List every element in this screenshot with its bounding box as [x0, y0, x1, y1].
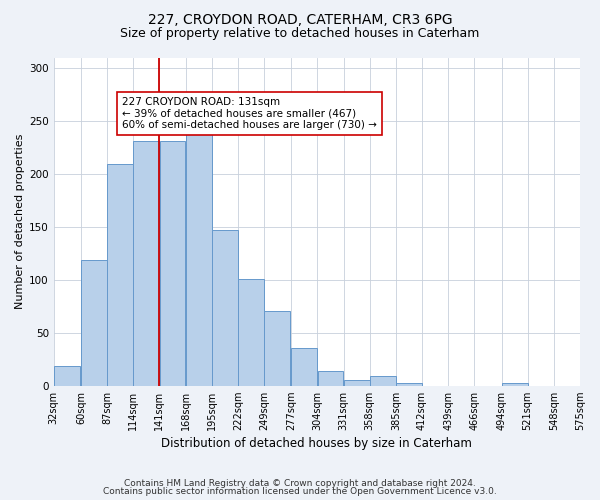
Text: Contains public sector information licensed under the Open Government Licence v3: Contains public sector information licen…: [103, 487, 497, 496]
Bar: [264, 310, 290, 386]
Text: Size of property relative to detached houses in Caterham: Size of property relative to detached ho…: [121, 28, 479, 40]
Bar: [238, 279, 264, 386]
Text: 227 CROYDON ROAD: 131sqm
← 39% of detached houses are smaller (467)
60% of semi-: 227 CROYDON ROAD: 131sqm ← 39% of detach…: [122, 97, 377, 130]
Text: 227, CROYDON ROAD, CATERHAM, CR3 6PG: 227, CROYDON ROAD, CATERHAM, CR3 6PG: [148, 12, 452, 26]
X-axis label: Distribution of detached houses by size in Caterham: Distribution of detached houses by size …: [161, 437, 472, 450]
Bar: [160, 141, 185, 386]
Bar: [133, 141, 159, 386]
Bar: [317, 371, 343, 386]
Text: Contains HM Land Registry data © Crown copyright and database right 2024.: Contains HM Land Registry data © Crown c…: [124, 478, 476, 488]
Bar: [502, 382, 527, 386]
Bar: [370, 376, 396, 386]
Bar: [54, 366, 80, 386]
Bar: [292, 348, 317, 386]
Bar: [107, 164, 133, 386]
Bar: [81, 260, 107, 386]
Bar: [344, 380, 370, 386]
Bar: [212, 230, 238, 386]
Bar: [396, 382, 422, 386]
Y-axis label: Number of detached properties: Number of detached properties: [15, 134, 25, 310]
Bar: [186, 122, 212, 386]
